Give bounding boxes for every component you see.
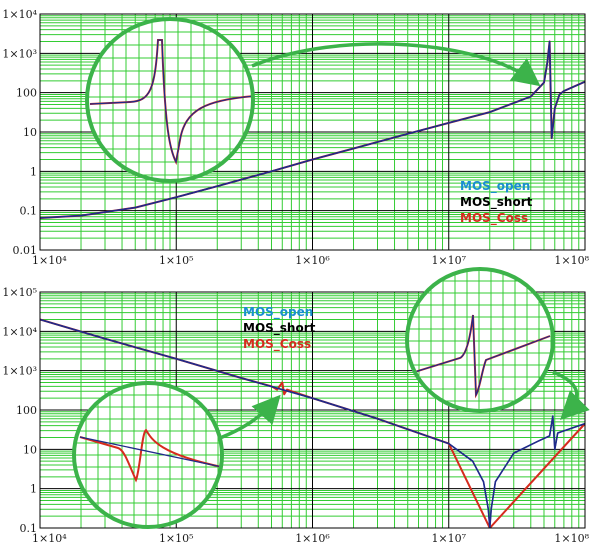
series-line-mos-short xyxy=(40,318,585,528)
y-tick-label: 100 xyxy=(16,87,37,100)
callout-arrow xyxy=(552,370,590,420)
y-tick-label: 0.1 xyxy=(20,205,38,218)
series-line-mos-short xyxy=(40,40,585,219)
magnifier-resonance-top xyxy=(85,17,541,183)
y-tick-label: 1 xyxy=(30,165,37,178)
y-tick-label: 0.01 xyxy=(13,244,38,257)
impedance-chart-top: 1×10⁴ 1×10⁵ 1×10⁶ 1×10⁷ 1×10⁸1×10⁴1×10³10010… xyxy=(2,8,589,267)
y-tick-label: 1 xyxy=(30,483,37,496)
x-tick-label: 1×10⁸ xyxy=(554,254,589,267)
legend-mos-coss: MOS_Coss xyxy=(243,337,311,352)
x-tick-label: 1×10⁸ xyxy=(554,532,589,545)
legend-mos-short: MOS_short xyxy=(243,321,316,336)
y-tick-label: 1×10⁵ xyxy=(2,286,37,299)
y-tick-label: 0.1 xyxy=(20,522,38,535)
y-tick-label: 1×10⁴ xyxy=(2,325,37,338)
plot-frame xyxy=(39,13,586,251)
x-tick-label: 1×10⁷ xyxy=(431,254,466,267)
bottom-legend: MOS_open MOS_short MOS_Coss xyxy=(243,305,316,352)
x-tick-label: 1×10⁶ xyxy=(295,254,330,267)
x-tick-label: 1×10⁵ xyxy=(159,532,194,545)
y-tick-label: 1×10³ xyxy=(2,365,37,378)
y-tick-label: 1×10³ xyxy=(2,47,37,60)
callout-arrow xyxy=(251,42,541,87)
x-tick-label: 1×10⁷ xyxy=(431,532,466,545)
legend-mos-short: MOS_short xyxy=(460,195,533,210)
top-legend: MOS_open MOS_short MOS_Coss xyxy=(460,179,533,226)
legend-mos-open: MOS_open xyxy=(243,305,313,320)
legend-mos-coss: MOS_Coss xyxy=(460,211,528,226)
x-tick-label: 1×10⁶ xyxy=(295,532,330,545)
x-tick-label: 1×10⁵ xyxy=(159,254,194,267)
legend-mos-open: MOS_open xyxy=(460,179,530,194)
magnifier-resonance-bottom-right xyxy=(405,267,590,420)
x-tick-label: 1×10⁴ xyxy=(32,254,67,267)
y-tick-label: 100 xyxy=(16,404,37,417)
x-tick-label: 1×10⁴ xyxy=(32,532,67,545)
callout-arrow xyxy=(219,394,281,440)
y-tick-label: 10 xyxy=(23,126,37,139)
y-tick-label: 10 xyxy=(23,443,37,456)
y-tick-label: 1×10⁴ xyxy=(2,8,37,21)
